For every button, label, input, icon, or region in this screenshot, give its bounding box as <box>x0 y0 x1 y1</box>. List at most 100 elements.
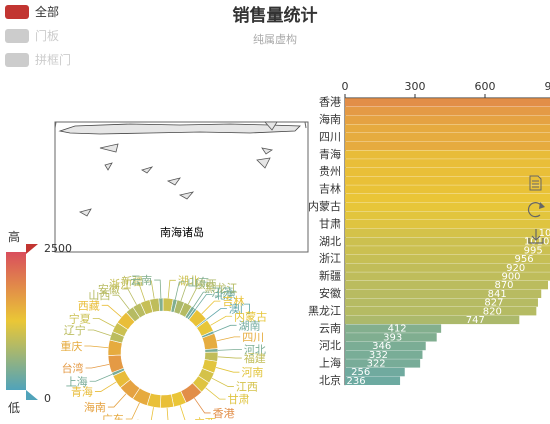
bar[interactable] <box>345 211 550 219</box>
pie-label: 河南 <box>241 366 263 379</box>
pie-label: 甘肃 <box>228 393 250 406</box>
pie-label-line <box>154 280 161 298</box>
bar[interactable] <box>345 116 550 124</box>
bar-category-label: 甘肃 <box>319 217 341 230</box>
bar-category-label: 吉林 <box>319 182 341 196</box>
map-region-label: 南海诸岛 <box>160 225 204 239</box>
bar-category-label: 四川 <box>319 130 341 143</box>
pie-label: 福建 <box>244 351 266 365</box>
legend-swatch[interactable] <box>5 53 29 67</box>
chart-subtitle: 纯属虚构 <box>253 32 297 46</box>
visual-map-handle-bottom[interactable] <box>26 390 38 400</box>
pie-label-line <box>112 295 129 309</box>
pie-label-line <box>95 382 116 391</box>
visual-map-bar[interactable] <box>6 252 26 390</box>
bar[interactable] <box>345 133 550 141</box>
pie-label-line <box>202 301 221 314</box>
visual-map-high-label: 高 <box>8 229 20 244</box>
bar-x-tick-label: 900 <box>545 80 550 93</box>
chart-title: 销售量统计 <box>233 5 318 26</box>
pie-label-line <box>194 398 210 413</box>
bar[interactable] <box>345 98 550 106</box>
visual-map-max: 2500 <box>44 242 72 255</box>
bar-category-label: 河北 <box>319 339 341 352</box>
pie-label-line <box>206 388 226 399</box>
map-region-north[interactable] <box>60 124 300 134</box>
bar[interactable] <box>345 150 550 158</box>
legend-swatch[interactable] <box>5 5 29 19</box>
pie-label: 上海 <box>66 374 88 388</box>
bar-x-tick-label: 300 <box>405 80 426 93</box>
pie-label: 四川 <box>242 331 264 344</box>
pie-slice[interactable] <box>159 298 163 311</box>
pie-label-line <box>211 316 233 325</box>
pie-label-line <box>88 330 111 336</box>
bar-category-label: 湖北 <box>319 235 341 248</box>
bar-value-label: 820 <box>483 306 502 317</box>
bar[interactable] <box>345 159 550 167</box>
legend-label[interactable]: 门板 <box>35 28 59 43</box>
bar[interactable] <box>345 194 550 202</box>
pie-label: 云南 <box>130 274 152 287</box>
bar[interactable] <box>345 290 541 298</box>
legend-label[interactable]: 全部 <box>35 4 59 19</box>
bar[interactable] <box>345 220 550 228</box>
bar-category-label: 新疆 <box>319 269 341 283</box>
pie-label-line <box>180 405 192 420</box>
pie-label-line <box>217 337 241 341</box>
pie-label-line <box>144 407 153 420</box>
pie-label-line <box>102 305 122 317</box>
pie-label-line <box>90 374 113 381</box>
bar[interactable] <box>345 168 550 176</box>
bar-category-label: 香港 <box>319 96 341 109</box>
bar[interactable] <box>345 237 550 245</box>
pie-label-line <box>212 378 234 386</box>
pie-label: 宁夏 <box>69 311 91 325</box>
bar[interactable] <box>345 203 550 211</box>
pie-label-line <box>214 325 237 332</box>
bar[interactable] <box>345 229 550 237</box>
map[interactable]: 南海诸岛 <box>55 122 308 252</box>
bar[interactable] <box>345 107 550 115</box>
visual-map-low-label: 低 <box>8 401 20 415</box>
pie-label-line <box>108 394 126 407</box>
bar-category-label: 浙江 <box>319 252 341 265</box>
bar[interactable] <box>345 316 519 324</box>
pie-label-line <box>84 346 108 348</box>
bar-category-label: 云南 <box>319 322 341 335</box>
pie-label-line <box>167 408 174 420</box>
bar-category-label: 贵州 <box>319 165 341 178</box>
pie-label-line <box>216 367 239 372</box>
pie-label: 台湾 <box>62 361 84 375</box>
pie-label: 重庆 <box>60 339 82 353</box>
bar[interactable] <box>345 185 550 193</box>
bar-category-label: 黑龙江 <box>308 304 341 317</box>
bar[interactable] <box>345 124 550 132</box>
bar[interactable] <box>345 298 538 306</box>
bar-value-label: 747 <box>466 315 485 326</box>
bar[interactable] <box>345 142 550 150</box>
pie-label-line <box>218 349 242 350</box>
pie-label-line <box>86 364 110 368</box>
legend-swatch[interactable] <box>5 29 29 43</box>
bar-x-tick-label: 600 <box>475 80 496 93</box>
pie-label: 江西 <box>236 380 258 393</box>
pie-label: 海南 <box>84 400 106 414</box>
visual-map-handle-top[interactable] <box>26 244 38 254</box>
pie-label-line <box>126 403 140 419</box>
pie-label-line <box>93 318 115 327</box>
bar-category-label: 上海 <box>319 356 341 370</box>
pie-label-line <box>168 280 176 298</box>
pie-chart: 湖北山东陕西黑龙江江苏北京吉林澳门内蒙古湖南四川河北福建河南江西甘肃香港广西贵州… <box>60 274 267 420</box>
bar-category-label: 海南 <box>319 112 341 126</box>
bar[interactable] <box>345 281 548 289</box>
legend-label[interactable]: 拼框门 <box>35 52 71 67</box>
bar[interactable] <box>345 307 536 315</box>
bar[interactable] <box>345 177 550 185</box>
bar-category-label: 安徽 <box>319 286 341 300</box>
pie-label-line <box>196 294 213 308</box>
pie-slice[interactable] <box>160 394 174 408</box>
